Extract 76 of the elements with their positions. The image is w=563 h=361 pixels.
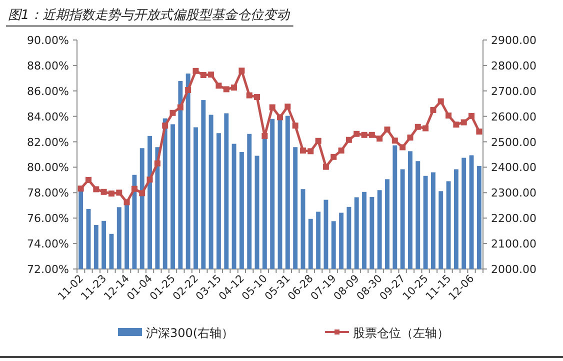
y2-tick-label: 2300.00 <box>491 186 536 200</box>
point <box>338 148 344 154</box>
point <box>407 134 414 141</box>
point <box>254 94 260 100</box>
point <box>208 72 214 78</box>
point <box>392 138 398 144</box>
point <box>124 199 130 206</box>
y2-tick-label: 2600.00 <box>491 110 536 124</box>
point <box>346 136 352 143</box>
y-tick-label: 84.00% <box>27 110 69 124</box>
point <box>277 114 283 120</box>
point <box>446 112 452 119</box>
point <box>116 190 122 196</box>
point <box>216 82 222 89</box>
point <box>238 68 245 74</box>
point <box>269 104 276 110</box>
y2-tick-label: 2200.00 <box>491 212 536 226</box>
point <box>468 112 475 119</box>
y-tick-label: 72.00% <box>27 263 69 276</box>
point <box>430 106 436 113</box>
y-tick-label: 80.00% <box>27 161 69 174</box>
point <box>246 92 252 98</box>
y2-tick-label: 2700.00 <box>491 84 536 98</box>
y-tick-label: 74.00% <box>27 238 69 251</box>
y2-tick-label: 2000.00 <box>491 263 536 276</box>
point <box>192 68 199 74</box>
point <box>453 122 460 128</box>
point <box>146 176 153 183</box>
point <box>284 104 291 110</box>
point <box>361 132 368 138</box>
point <box>223 86 230 92</box>
point <box>108 190 114 197</box>
point <box>162 122 168 129</box>
y-tick-label: 78.00% <box>27 186 69 200</box>
point <box>476 128 482 135</box>
point <box>100 188 107 195</box>
point <box>154 160 160 166</box>
y2-tick-label: 2500.00 <box>491 136 536 149</box>
y-tick-label: 82.00% <box>27 136 69 149</box>
point <box>438 98 444 104</box>
point <box>85 176 92 183</box>
point <box>200 72 206 78</box>
point <box>177 104 184 110</box>
y-tick-label: 88.00% <box>27 59 69 72</box>
legend-label: 股票仓位（左轴） <box>353 326 449 340</box>
point <box>368 132 375 138</box>
point <box>330 154 337 160</box>
point <box>78 186 84 192</box>
point <box>262 132 268 139</box>
point <box>414 124 421 130</box>
point <box>231 84 238 91</box>
y2-tick-label: 2900.00 <box>491 34 536 47</box>
y-tick-label: 86.00% <box>27 84 69 98</box>
legend-label: 沪深300(右轴） <box>146 326 234 340</box>
point <box>300 148 306 154</box>
point <box>93 186 100 192</box>
point <box>292 122 298 129</box>
point <box>308 148 314 154</box>
point <box>185 87 192 93</box>
y-tick-label: 90.00% <box>27 34 69 47</box>
point <box>376 136 383 142</box>
y2-tick-label: 2800.00 <box>491 59 536 72</box>
point <box>460 119 467 126</box>
point <box>315 138 322 144</box>
point <box>354 130 360 137</box>
point <box>384 126 390 133</box>
point <box>322 164 329 170</box>
chart-title: 图1：近期指数走势与开放式偏股型基金仓位变动 <box>8 8 290 23</box>
point <box>422 125 429 132</box>
point <box>139 190 146 196</box>
point <box>170 110 176 116</box>
y-tick-label: 76.00% <box>27 212 69 226</box>
y2-tick-label: 2100.00 <box>491 238 536 251</box>
point <box>400 144 406 150</box>
y2-tick-label: 2400.00 <box>491 161 536 174</box>
point <box>131 186 138 192</box>
